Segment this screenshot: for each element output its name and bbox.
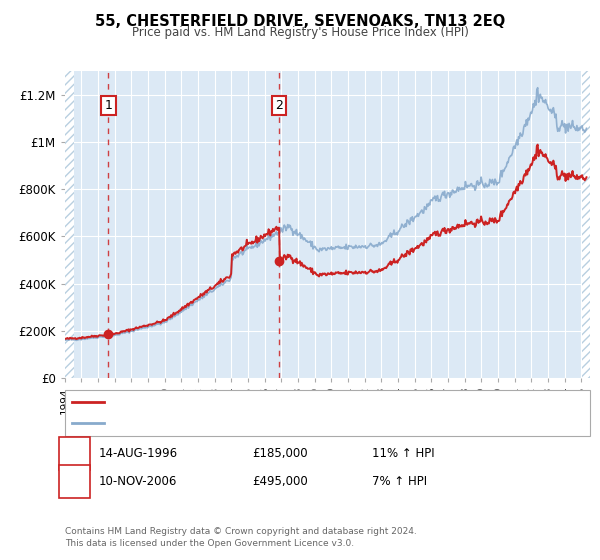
- Text: 2: 2: [71, 475, 78, 488]
- Bar: [65, 71, 74, 378]
- Text: £495,000: £495,000: [252, 475, 308, 488]
- Text: 7% ↑ HPI: 7% ↑ HPI: [372, 475, 427, 488]
- Text: Price paid vs. HM Land Registry's House Price Index (HPI): Price paid vs. HM Land Registry's House …: [131, 26, 469, 39]
- Text: 2: 2: [275, 99, 283, 112]
- Text: £185,000: £185,000: [252, 447, 308, 460]
- Text: Contains HM Land Registry data © Crown copyright and database right 2024.
This d: Contains HM Land Registry data © Crown c…: [65, 527, 416, 548]
- Text: 55, CHESTERFIELD DRIVE, SEVENOAKS, TN13 2EQ (detached house): 55, CHESTERFIELD DRIVE, SEVENOAKS, TN13 …: [111, 397, 485, 407]
- Text: HPI: Average price, detached house, Sevenoaks: HPI: Average price, detached house, Seve…: [111, 418, 373, 428]
- Text: 1: 1: [104, 99, 112, 112]
- Text: 1: 1: [71, 447, 78, 460]
- Text: 10-NOV-2006: 10-NOV-2006: [99, 475, 178, 488]
- Text: 14-AUG-1996: 14-AUG-1996: [99, 447, 178, 460]
- Text: 11% ↑ HPI: 11% ↑ HPI: [372, 447, 434, 460]
- Text: 55, CHESTERFIELD DRIVE, SEVENOAKS, TN13 2EQ: 55, CHESTERFIELD DRIVE, SEVENOAKS, TN13 …: [95, 14, 505, 29]
- Bar: [583, 71, 590, 378]
